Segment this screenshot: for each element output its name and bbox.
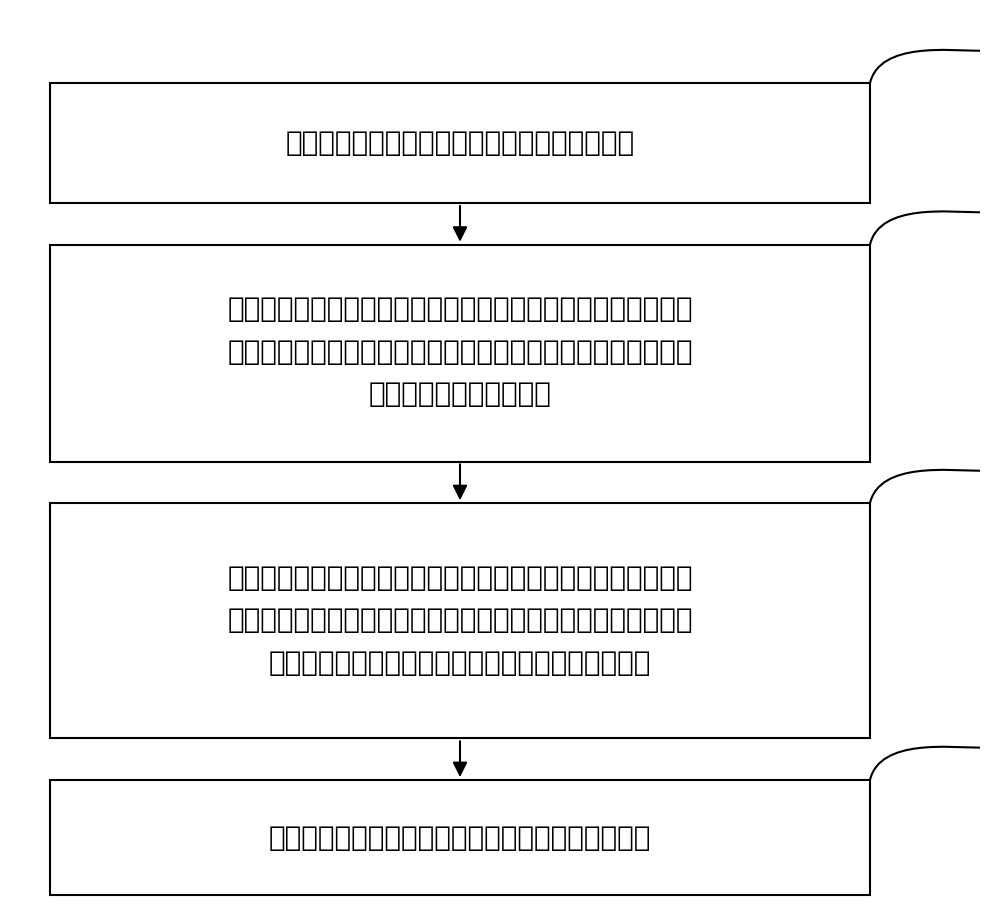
FancyBboxPatch shape: [50, 83, 870, 203]
FancyBboxPatch shape: [50, 245, 870, 462]
Text: 根据该三个小区的多个中心位置定位该基站的经纬度: 根据该三个小区的多个中心位置定位该基站的经纬度: [269, 823, 651, 852]
FancyBboxPatch shape: [50, 503, 870, 738]
Text: 建立多个栅格与其平均接收功率所属的预设功率区间的关联，以
预设功率区间为单位计算属于各个预设功率区间的栅格的中心位
置，得到该小区中多个预设功率区间的多个中心位: 建立多个栅格与其平均接收功率所属的预设功率区间的关联，以 预设功率区间为单位计算…: [227, 564, 693, 677]
FancyBboxPatch shape: [50, 780, 870, 895]
Text: 获取目标基站的三个小区的最小化路测数据集合: 获取目标基站的三个小区的最小化路测数据集合: [285, 129, 635, 157]
Text: 针对每个小区，根据该小区的最小化路测数据集合中多个采样点
的位置数据和接收功率数据对该多个采样点进行栅格化处理，得
到多个栅格的采样点结果: 针对每个小区，根据该小区的最小化路测数据集合中多个采样点 的位置数据和接收功率数…: [227, 295, 693, 408]
